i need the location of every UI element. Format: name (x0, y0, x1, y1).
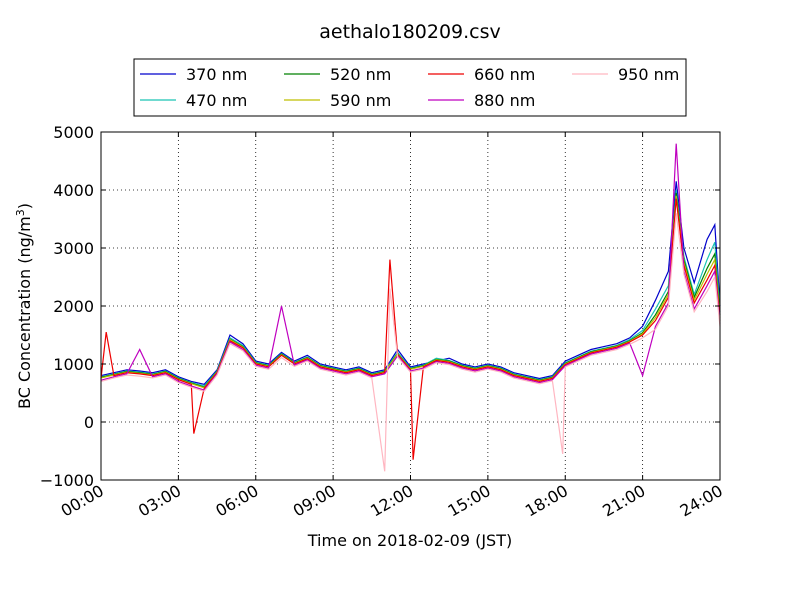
y-axis-label-sup: 3 (14, 209, 27, 216)
y-tick-label: 4000 (53, 181, 94, 200)
series-line (100, 198, 721, 460)
series-5 (100, 143, 721, 391)
series-line (100, 213, 721, 472)
y-tick-label: 2000 (53, 297, 94, 316)
legend-label: 520 nm (330, 65, 391, 84)
series-line (100, 181, 721, 385)
series-group (100, 143, 721, 472)
y-axis-label-main: BC Concentration (ng/m (15, 216, 34, 409)
y-tick-label: 0 (84, 413, 94, 432)
chart-title: aethalo180209.csv (319, 21, 501, 43)
y-axis-label-close: ) (15, 203, 34, 209)
y-tick-label: 5000 (53, 123, 94, 142)
legend-label: 950 nm (618, 65, 679, 84)
y-axis: −1000 0 1000 2000 3000 4000 5000 (40, 123, 720, 490)
legend-label: 370 nm (186, 65, 247, 84)
legend-label: 660 nm (474, 65, 535, 84)
series-0 (100, 181, 721, 385)
legend-label: 470 nm (186, 91, 247, 110)
y-axis-label: BC Concentration (ng/m3) (14, 203, 34, 409)
series-4 (100, 198, 721, 460)
x-axis-label: Time on 2018-02-09 (JST) (307, 531, 512, 550)
legend-label: 880 nm (474, 91, 535, 110)
legend: 370 nm 470 nm 520 nm 590 nm 660 nm 880 nm 950 … (133, 58, 687, 117)
y-tick-label: 3000 (53, 239, 94, 258)
series-6 (100, 213, 721, 472)
legend-label: 590 nm (330, 91, 391, 110)
y-tick-label: −1000 (40, 471, 94, 490)
legend-box (133, 58, 687, 117)
series-line (100, 143, 721, 391)
y-tick-label: 1000 (53, 355, 94, 374)
